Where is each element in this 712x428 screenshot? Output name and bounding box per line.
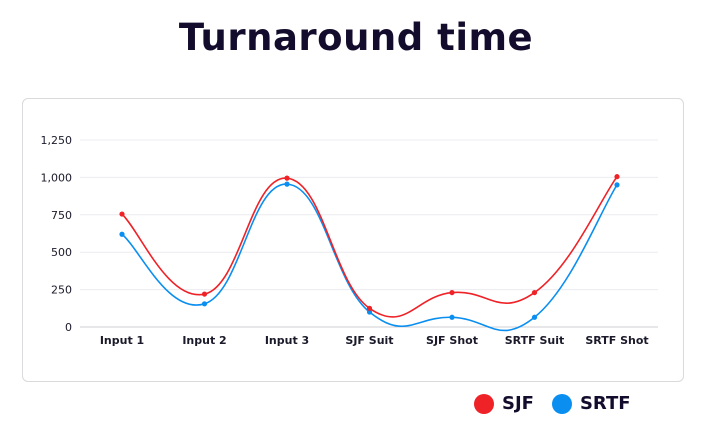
legend-label-srtf: SRTF xyxy=(579,393,631,414)
chart-title: Turnaround time xyxy=(178,16,534,59)
data-point-sjf-0[interactable] xyxy=(119,211,125,217)
y-tick-label-5: 1,250 xyxy=(41,134,73,147)
legend-swatch-sjf xyxy=(474,393,494,414)
x-tick-label-6: SRTF Shot xyxy=(585,334,648,347)
y-tick-label-1: 250 xyxy=(51,284,72,297)
y-tick-label-2: 500 xyxy=(51,246,72,259)
data-point-sjf-4[interactable] xyxy=(449,289,455,296)
legend-item-srtf[interactable]: SRTF xyxy=(551,393,631,414)
series-line-sjf xyxy=(121,176,618,318)
data-point-srtf-0[interactable] xyxy=(119,231,125,237)
x-tick-label-4: SJF Shot xyxy=(426,334,478,347)
data-point-srtf-5[interactable] xyxy=(531,314,538,320)
data-point-srtf-2[interactable] xyxy=(284,181,290,187)
legend-item-sjf[interactable]: SJF xyxy=(474,393,534,414)
data-point-srtf-3[interactable] xyxy=(366,309,373,315)
data-point-sjf-5[interactable] xyxy=(531,289,538,296)
x-tick-label-1: Input 2 xyxy=(182,334,226,347)
y-tick-label-4: 1,000 xyxy=(41,171,73,184)
legend-label-sjf: SJF xyxy=(502,393,534,414)
x-tick-label-3: SJF Suit xyxy=(345,334,393,347)
x-tick-label-0: Input 1 xyxy=(100,334,144,347)
y-tick-label-0: 0 xyxy=(65,321,72,334)
chart-card xyxy=(22,98,684,382)
data-point-srtf-6[interactable] xyxy=(614,182,620,188)
y-tick-label-3: 750 xyxy=(51,209,72,222)
data-point-sjf-2[interactable] xyxy=(284,175,290,181)
legend: SJF SRTF xyxy=(474,393,631,414)
data-point-srtf-1[interactable] xyxy=(201,301,208,307)
legend-swatch-srtf xyxy=(551,393,572,414)
data-point-sjf-3[interactable] xyxy=(366,305,373,311)
x-tick-label-2: Input 3 xyxy=(265,334,309,347)
data-point-srtf-4[interactable] xyxy=(449,314,455,320)
data-point-sjf-1[interactable] xyxy=(201,291,208,297)
data-point-sjf-6[interactable] xyxy=(614,174,620,180)
x-tick-label-5: SRTF Suit xyxy=(505,334,565,347)
